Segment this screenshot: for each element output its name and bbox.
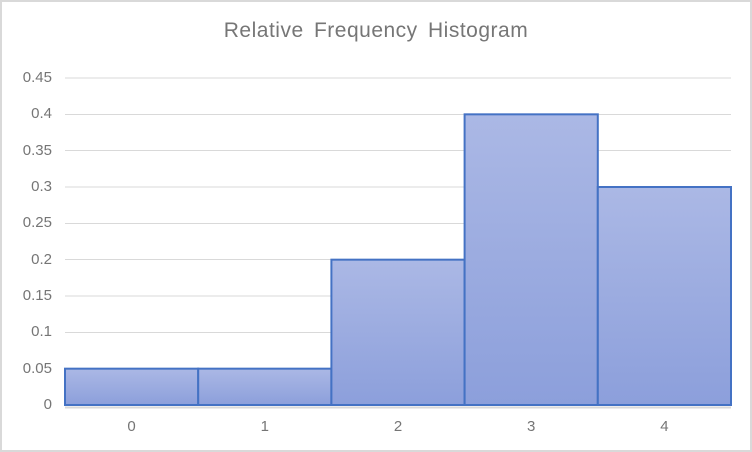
x-tick-label-1: 1 xyxy=(260,418,269,435)
histogram-bar-4 xyxy=(596,186,732,406)
histogram-bar-2 xyxy=(330,258,466,406)
x-tick-label-0: 0 xyxy=(127,418,136,435)
x-tick-label-4: 4 xyxy=(660,418,669,435)
y-tick-label-0.3: 0.3 xyxy=(31,178,52,195)
y-tick-label-0.2: 0.2 xyxy=(31,250,52,268)
y-tick-label-0: 0 xyxy=(43,396,52,413)
y-tick-label-0.25: 0.25 xyxy=(22,214,52,232)
plot-area xyxy=(64,77,732,409)
y-tick-label-0.45: 0.45 xyxy=(22,69,52,86)
x-tick-label-3: 3 xyxy=(527,418,536,435)
y-tick-label-0.05: 0.05 xyxy=(22,359,52,377)
y-tick-label-0.4: 0.4 xyxy=(31,105,52,123)
histogram-bar-3 xyxy=(463,113,599,406)
chart-title: Relative Frequency Histogram xyxy=(223,19,529,42)
y-tick-label-0.35: 0.35 xyxy=(22,141,52,159)
y-tick-label-0.15: 0.15 xyxy=(22,287,52,304)
histogram-bar-0 xyxy=(64,367,200,406)
x-tick-label-2: 2 xyxy=(393,418,403,435)
histogram-bar-1 xyxy=(197,367,333,406)
y-tick-label-0.1: 0.1 xyxy=(31,323,52,341)
